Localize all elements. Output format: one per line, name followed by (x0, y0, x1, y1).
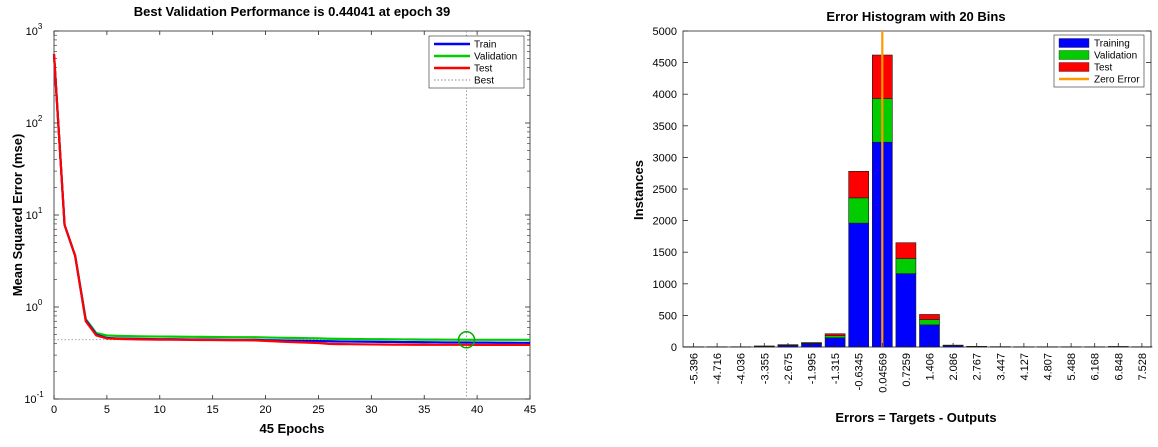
histogram-y-ticks: 0 500 1000 1500 2000 2500 3000 3500 4000 4500 5000 (653, 26, 1151, 354)
legend-label-test: Test (474, 64, 493, 75)
x-tick-label: 5.488 (1066, 353, 1078, 381)
x-tick-label: -4.036 (736, 353, 748, 384)
y-tick-label: 10-1 (24, 390, 44, 406)
x-tick-label: 10 (154, 404, 166, 416)
x-tick-label: -1.995 (807, 353, 819, 384)
x-tick-label: 6.848 (1113, 353, 1125, 381)
bar-validation (919, 319, 940, 326)
performance-y-label: Mean Squared Error (mse) (10, 134, 25, 297)
x-tick-label: -0.6345 (854, 353, 866, 390)
bar-validation (895, 258, 917, 274)
histogram-x-ticks: -5.396 -4.716 -4.036 -3.355 -2.675 -1.995 -1.3… (689, 343, 1149, 393)
x-tick-label: 5 (104, 404, 110, 416)
x-tick-label: 2.767 (972, 353, 984, 381)
y-tick-label: 5000 (653, 26, 677, 38)
x-tick-label: -2.675 (783, 353, 795, 384)
performance-chart-title: Best Validation Performance is 0.44041 a… (134, 4, 450, 19)
x-tick-label: 0.7259 (901, 353, 913, 387)
y-tick-label: 3500 (653, 121, 677, 133)
performance-legend: Train Validation Test Best (428, 35, 525, 89)
y-tick-label: 100 (26, 298, 43, 314)
x-tick-label: 4.127 (1019, 353, 1031, 381)
histogram-y-label: Instances (631, 160, 646, 220)
y-tick-label: 4500 (653, 58, 677, 70)
bar-training (895, 273, 917, 348)
x-tick-label: -5.396 (689, 353, 701, 384)
histogram-legend: Training Validation Test Zero Error (1053, 34, 1145, 88)
x-tick-label: 20 (259, 404, 271, 416)
series-line-validation (52, 54, 530, 341)
legend-swatch-training (1058, 38, 1090, 48)
bar-test (919, 314, 940, 320)
x-tick-label: 30 (365, 404, 377, 416)
legend-label-training: Training (1094, 39, 1130, 50)
legend-label-validation-hist: Validation (1094, 51, 1137, 62)
y-tick-label: 102 (26, 114, 43, 130)
performance-x-label: 45 Epochs (259, 421, 324, 436)
x-tick-label: 3.447 (995, 353, 1007, 381)
y-tick-label: 101 (26, 206, 43, 222)
x-tick-label: -4.716 (712, 353, 724, 384)
histogram-title: Error Histogram with 20 Bins (826, 9, 1005, 24)
x-tick-label: -3.355 (759, 353, 771, 384)
legend-label-train: Train (474, 40, 496, 51)
bar-test (848, 171, 870, 199)
best-marker (457, 331, 476, 349)
x-tick-label: 2.086 (948, 353, 960, 381)
legend-label-zero-error: Zero Error (1094, 75, 1140, 86)
bar-validation (848, 197, 870, 224)
x-tick-label: 6.168 (1090, 353, 1102, 381)
histogram-x-label: Errors = Targets - Outputs (835, 410, 996, 425)
bar-training (848, 222, 870, 348)
y-tick-label: 500 (659, 310, 677, 322)
legend-swatch-test-hist (1058, 62, 1090, 72)
x-tick-label: 7.528 (1137, 353, 1149, 381)
performance-x-ticks: 0 5 10 15 20 25 30 35 40 45 (51, 31, 536, 416)
series-line-test (52, 54, 530, 347)
x-tick-label: 1.406 (925, 353, 937, 381)
legend-label-validation: Validation (474, 52, 517, 63)
x-tick-label: 40 (471, 404, 483, 416)
y-tick-label: 2000 (653, 216, 677, 228)
x-tick-label: -1.315 (830, 353, 842, 384)
legend-label-best: Best (474, 76, 494, 87)
bar-test (824, 333, 846, 336)
y-tick-label: 4000 (653, 89, 677, 101)
x-tick-label: 4.807 (1043, 353, 1055, 381)
y-tick-label: 3000 (653, 152, 677, 164)
x-tick-label: 45 (524, 404, 536, 416)
performance-lines (52, 31, 530, 399)
legend-label-test-hist: Test (1094, 63, 1113, 74)
legend-swatch-validation-hist (1058, 50, 1090, 60)
performance-y-ticks: 10-1 100 101 102 103 (24, 22, 530, 406)
y-tick-label: 1500 (653, 247, 677, 259)
histogram-chart: Error Histogram with 20 Bins 0 500 1000 150… (631, 9, 1153, 425)
y-tick-label: 2500 (653, 184, 677, 196)
x-tick-label: 0.04569 (877, 353, 889, 393)
y-tick-label: 103 (26, 22, 43, 38)
y-tick-label: 0 (671, 342, 677, 354)
x-tick-label: 0 (51, 404, 57, 416)
x-tick-label: 35 (418, 404, 430, 416)
bar-validation (824, 335, 846, 339)
x-tick-label: 15 (207, 404, 219, 416)
x-tick-label: 25 (312, 404, 324, 416)
bar-test (895, 242, 917, 259)
y-tick-label: 1000 (653, 279, 677, 291)
performance-chart: Best Validation Performance is 0.44041 a… (10, 4, 536, 436)
